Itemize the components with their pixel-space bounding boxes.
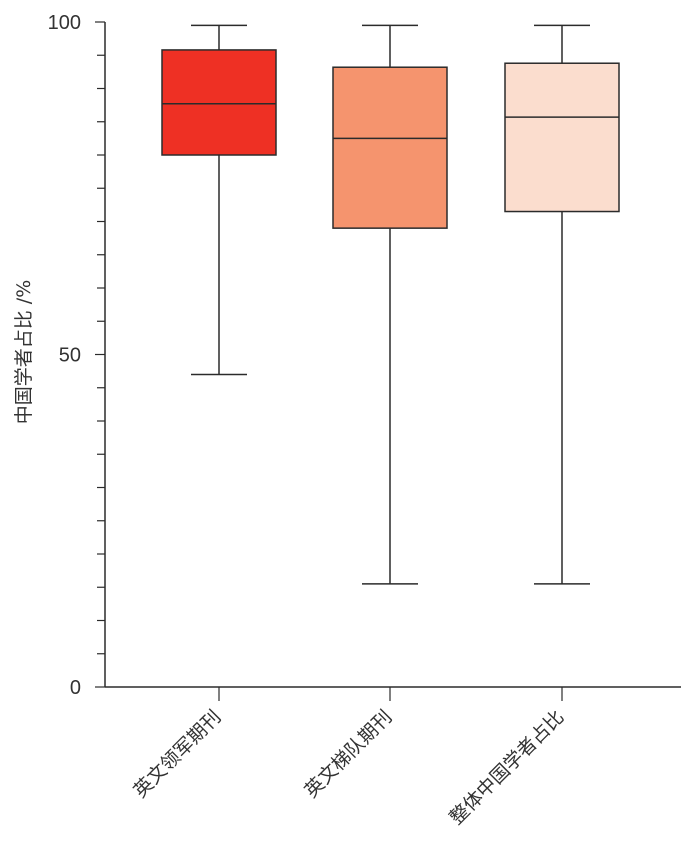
x-category-label: 英文梯队期刊	[300, 706, 396, 802]
y-tick-label: 50	[59, 345, 81, 367]
axes	[95, 21, 681, 701]
y-tick-label: 100	[48, 12, 81, 34]
box-series	[161, 24, 620, 585]
y-tick-label: 0	[70, 677, 81, 699]
iqr-box	[332, 66, 448, 229]
axis-labels: 0 50 100 英文领军期刊 英文梯队期刊 整体中国学者占比 中国学者占比 /%	[13, 12, 569, 829]
box-1	[161, 24, 277, 376]
iqr-box	[161, 49, 277, 156]
iqr-box	[504, 62, 620, 213]
y-axis-title: 中国学者占比 /%	[13, 280, 35, 425]
box-3	[504, 24, 620, 585]
box-2	[332, 24, 448, 585]
x-category-label: 整体中国学者占比	[445, 706, 568, 829]
x-category-label: 英文领军期刊	[129, 706, 225, 802]
